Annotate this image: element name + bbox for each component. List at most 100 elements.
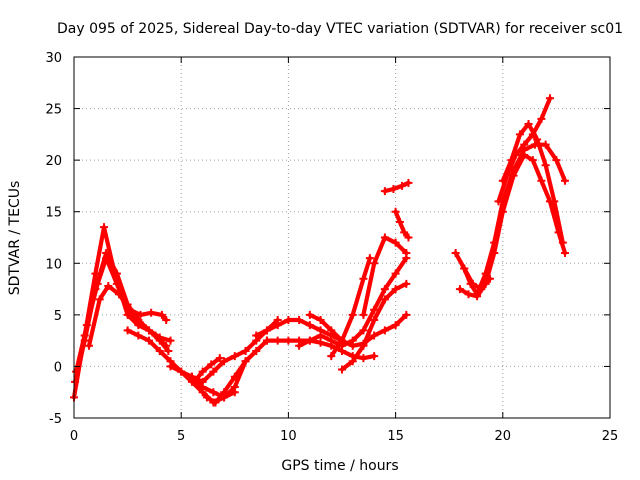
y-tick-labels: -5 0 5 10 15 20 25 30 (45, 51, 62, 427)
data-point (560, 248, 569, 257)
data-point (380, 285, 389, 294)
data-point (398, 181, 407, 190)
series-track (455, 150, 569, 301)
data-point (71, 377, 80, 386)
data-point (370, 352, 379, 361)
data-point (198, 367, 207, 376)
data-point (230, 372, 239, 381)
data-point (202, 393, 211, 402)
data-point (348, 310, 357, 319)
data-point (327, 326, 336, 335)
data-point (123, 326, 132, 335)
data-point (380, 187, 389, 196)
data-point (359, 326, 368, 335)
data-point (528, 156, 537, 165)
y-tick-label: 15 (45, 206, 62, 221)
data-point (359, 354, 368, 363)
series-track (85, 281, 171, 350)
data-point (359, 310, 368, 319)
data-point (550, 197, 559, 206)
data-point (370, 305, 379, 314)
data-point (389, 185, 398, 194)
x-tick-label: 25 (602, 429, 619, 444)
x-tick-label: 15 (387, 429, 404, 444)
data-point (164, 346, 173, 355)
data-point (391, 238, 400, 247)
data-point (157, 310, 166, 319)
data-point (395, 218, 404, 227)
data-point (537, 176, 546, 185)
data-point (380, 326, 389, 335)
data-point (391, 269, 400, 278)
data-point (541, 140, 550, 149)
data-point (215, 354, 224, 363)
data-point (211, 398, 220, 407)
data-point (327, 336, 336, 345)
data-point (82, 321, 91, 330)
data-point (85, 341, 94, 350)
series-track (305, 310, 411, 350)
data-series (70, 94, 569, 407)
data-point (498, 207, 507, 216)
data-point (558, 238, 567, 247)
data-point (295, 341, 304, 350)
y-tick-label: 0 (54, 360, 62, 375)
data-point (104, 281, 113, 290)
series-line (393, 209, 411, 240)
series-line (382, 180, 411, 194)
data-point (338, 336, 346, 345)
data-point (316, 338, 325, 347)
data-point (485, 274, 494, 283)
data-point (230, 383, 239, 392)
x-tick-label: 20 (495, 429, 512, 444)
data-point (524, 120, 533, 129)
x-axis-label: GPS time / hours (281, 458, 398, 474)
data-point (359, 341, 368, 350)
data-point (262, 336, 271, 345)
data-point (155, 346, 164, 355)
data-point (177, 367, 186, 376)
data-point (209, 388, 218, 397)
data-point (273, 321, 282, 330)
grid (74, 57, 610, 418)
data-point (162, 316, 171, 325)
data-point (507, 156, 516, 165)
data-point (464, 290, 473, 299)
data-point (230, 352, 239, 361)
data-point (402, 279, 411, 288)
data-point (305, 310, 314, 319)
data-point (166, 362, 175, 371)
data-point (151, 331, 160, 340)
data-point (404, 178, 413, 187)
data-point (327, 352, 336, 361)
data-point (252, 346, 261, 355)
data-point (102, 254, 111, 263)
data-point (134, 331, 143, 340)
data-point (209, 367, 218, 376)
data-point (95, 295, 104, 304)
data-point (284, 336, 293, 345)
data-point (477, 285, 486, 294)
data-point (402, 248, 411, 257)
data-point (370, 316, 379, 325)
data-point (520, 150, 529, 159)
y-tick-label: 30 (45, 51, 62, 66)
data-point (316, 316, 325, 325)
data-point (370, 331, 379, 340)
data-point (545, 94, 554, 103)
data-point (112, 279, 121, 288)
data-point (147, 308, 156, 317)
series-line (462, 266, 492, 292)
y-tick-label: 10 (45, 257, 62, 272)
data-point (295, 316, 304, 325)
x-tick-label: 5 (177, 429, 185, 444)
series-track (380, 178, 413, 196)
data-point (241, 357, 250, 366)
plot-frame (73, 56, 611, 419)
data-point (162, 341, 171, 350)
data-point (365, 254, 374, 263)
data-point (380, 295, 389, 304)
data-point (338, 365, 346, 374)
data-point (138, 321, 147, 330)
data-point (370, 259, 379, 268)
